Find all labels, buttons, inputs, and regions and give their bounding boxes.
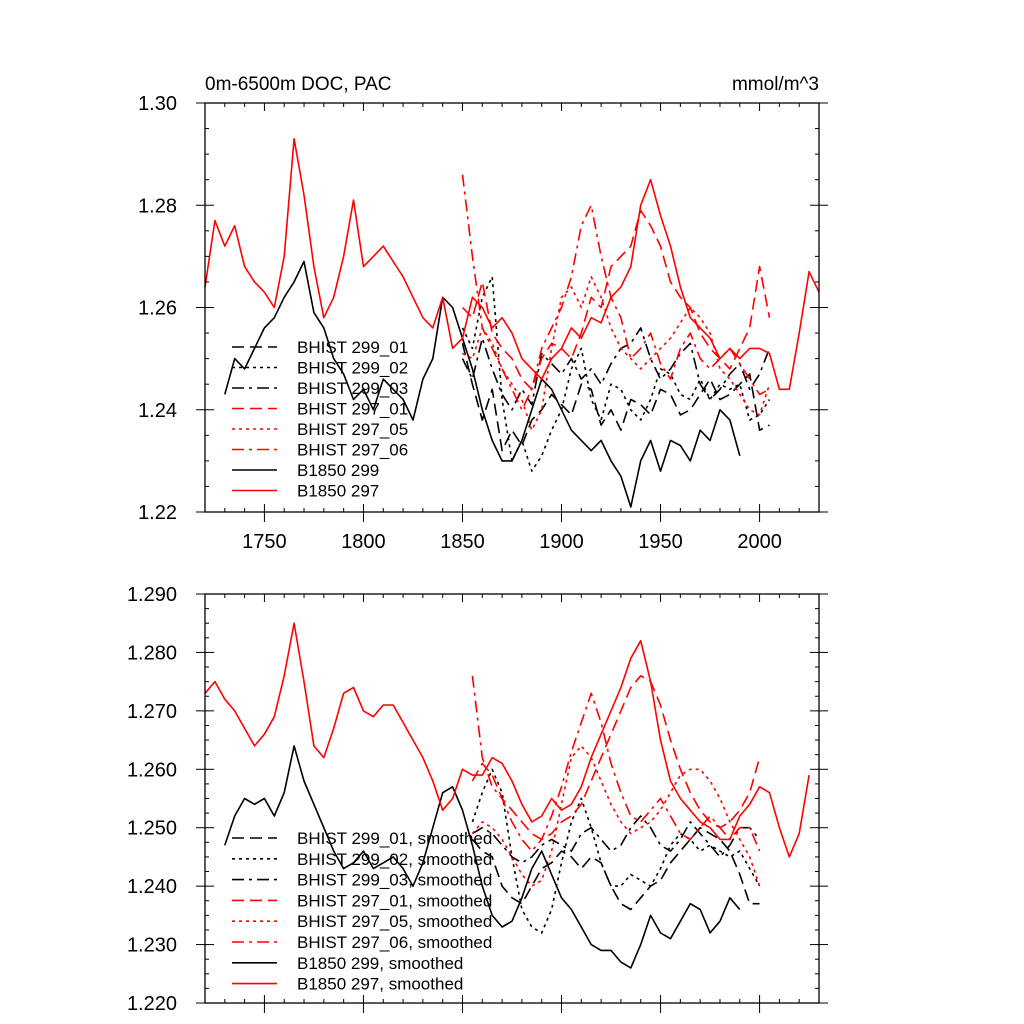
bottom-series-line-5	[471, 745, 761, 887]
top-x-tick-label: 2000	[737, 531, 782, 553]
top-series-line-7	[224, 260, 741, 508]
top-legend-label-7: B1850 299	[297, 461, 379, 480]
bottom-legend-label-8: B1850 297, smoothed	[297, 975, 463, 994]
top-legend-label-2: BHIST 299_02	[297, 359, 408, 378]
top-series-line-8	[204, 138, 820, 391]
top-legend-label-3: BHIST 299_03	[297, 379, 408, 398]
top-y-tick-label: 1.24	[138, 400, 177, 422]
bottom-legend-label-6: BHIST 297_06, smoothed	[297, 933, 492, 952]
top-legend-label-4: BHIST 297_01	[297, 400, 408, 419]
bottom-y-tick-label: 1.290	[127, 584, 177, 606]
top-x-tick-label: 1900	[539, 531, 584, 553]
bottom-legend-label-4: BHIST 297_01, smoothed	[297, 891, 492, 910]
top-legend-label-1: BHIST 299_01	[297, 338, 408, 357]
bottom-legend-label-2: BHIST 299_02, smoothed	[297, 850, 492, 869]
bottom-series-line-2	[471, 768, 761, 934]
top-series-line-6	[461, 174, 770, 411]
top-series-line-2	[461, 275, 771, 472]
top-series-line-1	[461, 343, 770, 452]
bottom-series-group	[204, 622, 810, 969]
top-chart-title: 0m-6500m DOC, PAC	[205, 74, 392, 95]
bottom-panel: 1.220 1.230 1.240 1.250 1.260 1.270 1.280 1.290…	[127, 584, 828, 1015]
bottom-series-line-7	[224, 745, 741, 969]
bottom-series-line-3	[471, 815, 761, 864]
top-y-tick-label: 1.26	[138, 298, 177, 320]
bottom-y-tick-label: 1.230	[127, 935, 177, 957]
bottom-legend: BHIST 299_01, smoothed BHIST 299_02, smoo…	[232, 829, 492, 994]
top-x-tick-label: 1800	[341, 531, 386, 553]
top-legend-label-6: BHIST 297_06	[297, 441, 408, 460]
top-panel: 1750 1800 1850 1900 1950 2000 1.22 1.24 1.26 1.28…	[138, 74, 828, 553]
bottom-legend-label-3: BHIST 299_03, smoothed	[297, 871, 492, 890]
bottom-series-line-8	[204, 622, 810, 858]
top-y-tick-label: 1.22	[138, 502, 177, 524]
bottom-legend-label-7: B1850 299, smoothed	[297, 954, 463, 973]
top-chart-units: mmol/m^3	[732, 74, 819, 95]
top-legend-label-5: BHIST 297_05	[297, 420, 408, 439]
bottom-series-line-4	[471, 674, 761, 841]
bottom-legend-label-1: BHIST 299_01, smoothed	[297, 829, 492, 848]
top-series-group	[204, 138, 820, 508]
top-series-line-4	[461, 209, 771, 391]
top-ticks-group: 1750 1800 1850 1900 1950 2000 1.22 1.24 1.26 1.28…	[138, 93, 828, 553]
top-series-line-5	[462, 275, 771, 432]
bottom-y-tick-label: 1.220	[127, 993, 177, 1015]
bottom-y-tick-label: 1.240	[127, 876, 177, 898]
bottom-legend-label-5: BHIST 297_05, smoothed	[297, 912, 492, 931]
bottom-y-tick-label: 1.260	[127, 759, 177, 781]
bottom-y-tick-label: 1.250	[127, 818, 177, 840]
top-x-tick-label: 1850	[440, 531, 485, 553]
top-series-line-3	[461, 327, 771, 411]
bottom-series-line-1	[471, 826, 760, 911]
top-y-tick-label: 1.30	[138, 93, 177, 115]
bottom-y-tick-label: 1.280	[127, 642, 177, 664]
top-x-tick-label: 1950	[638, 531, 683, 553]
bottom-ticks-group: 1.220 1.230 1.240 1.250 1.260 1.270 1.280 1.290	[127, 584, 828, 1015]
top-legend-label-8: B1850 297	[297, 482, 379, 501]
top-y-tick-label: 1.28	[138, 195, 177, 217]
bottom-y-tick-label: 1.270	[127, 701, 177, 723]
top-x-tick-label: 1750	[242, 531, 287, 553]
